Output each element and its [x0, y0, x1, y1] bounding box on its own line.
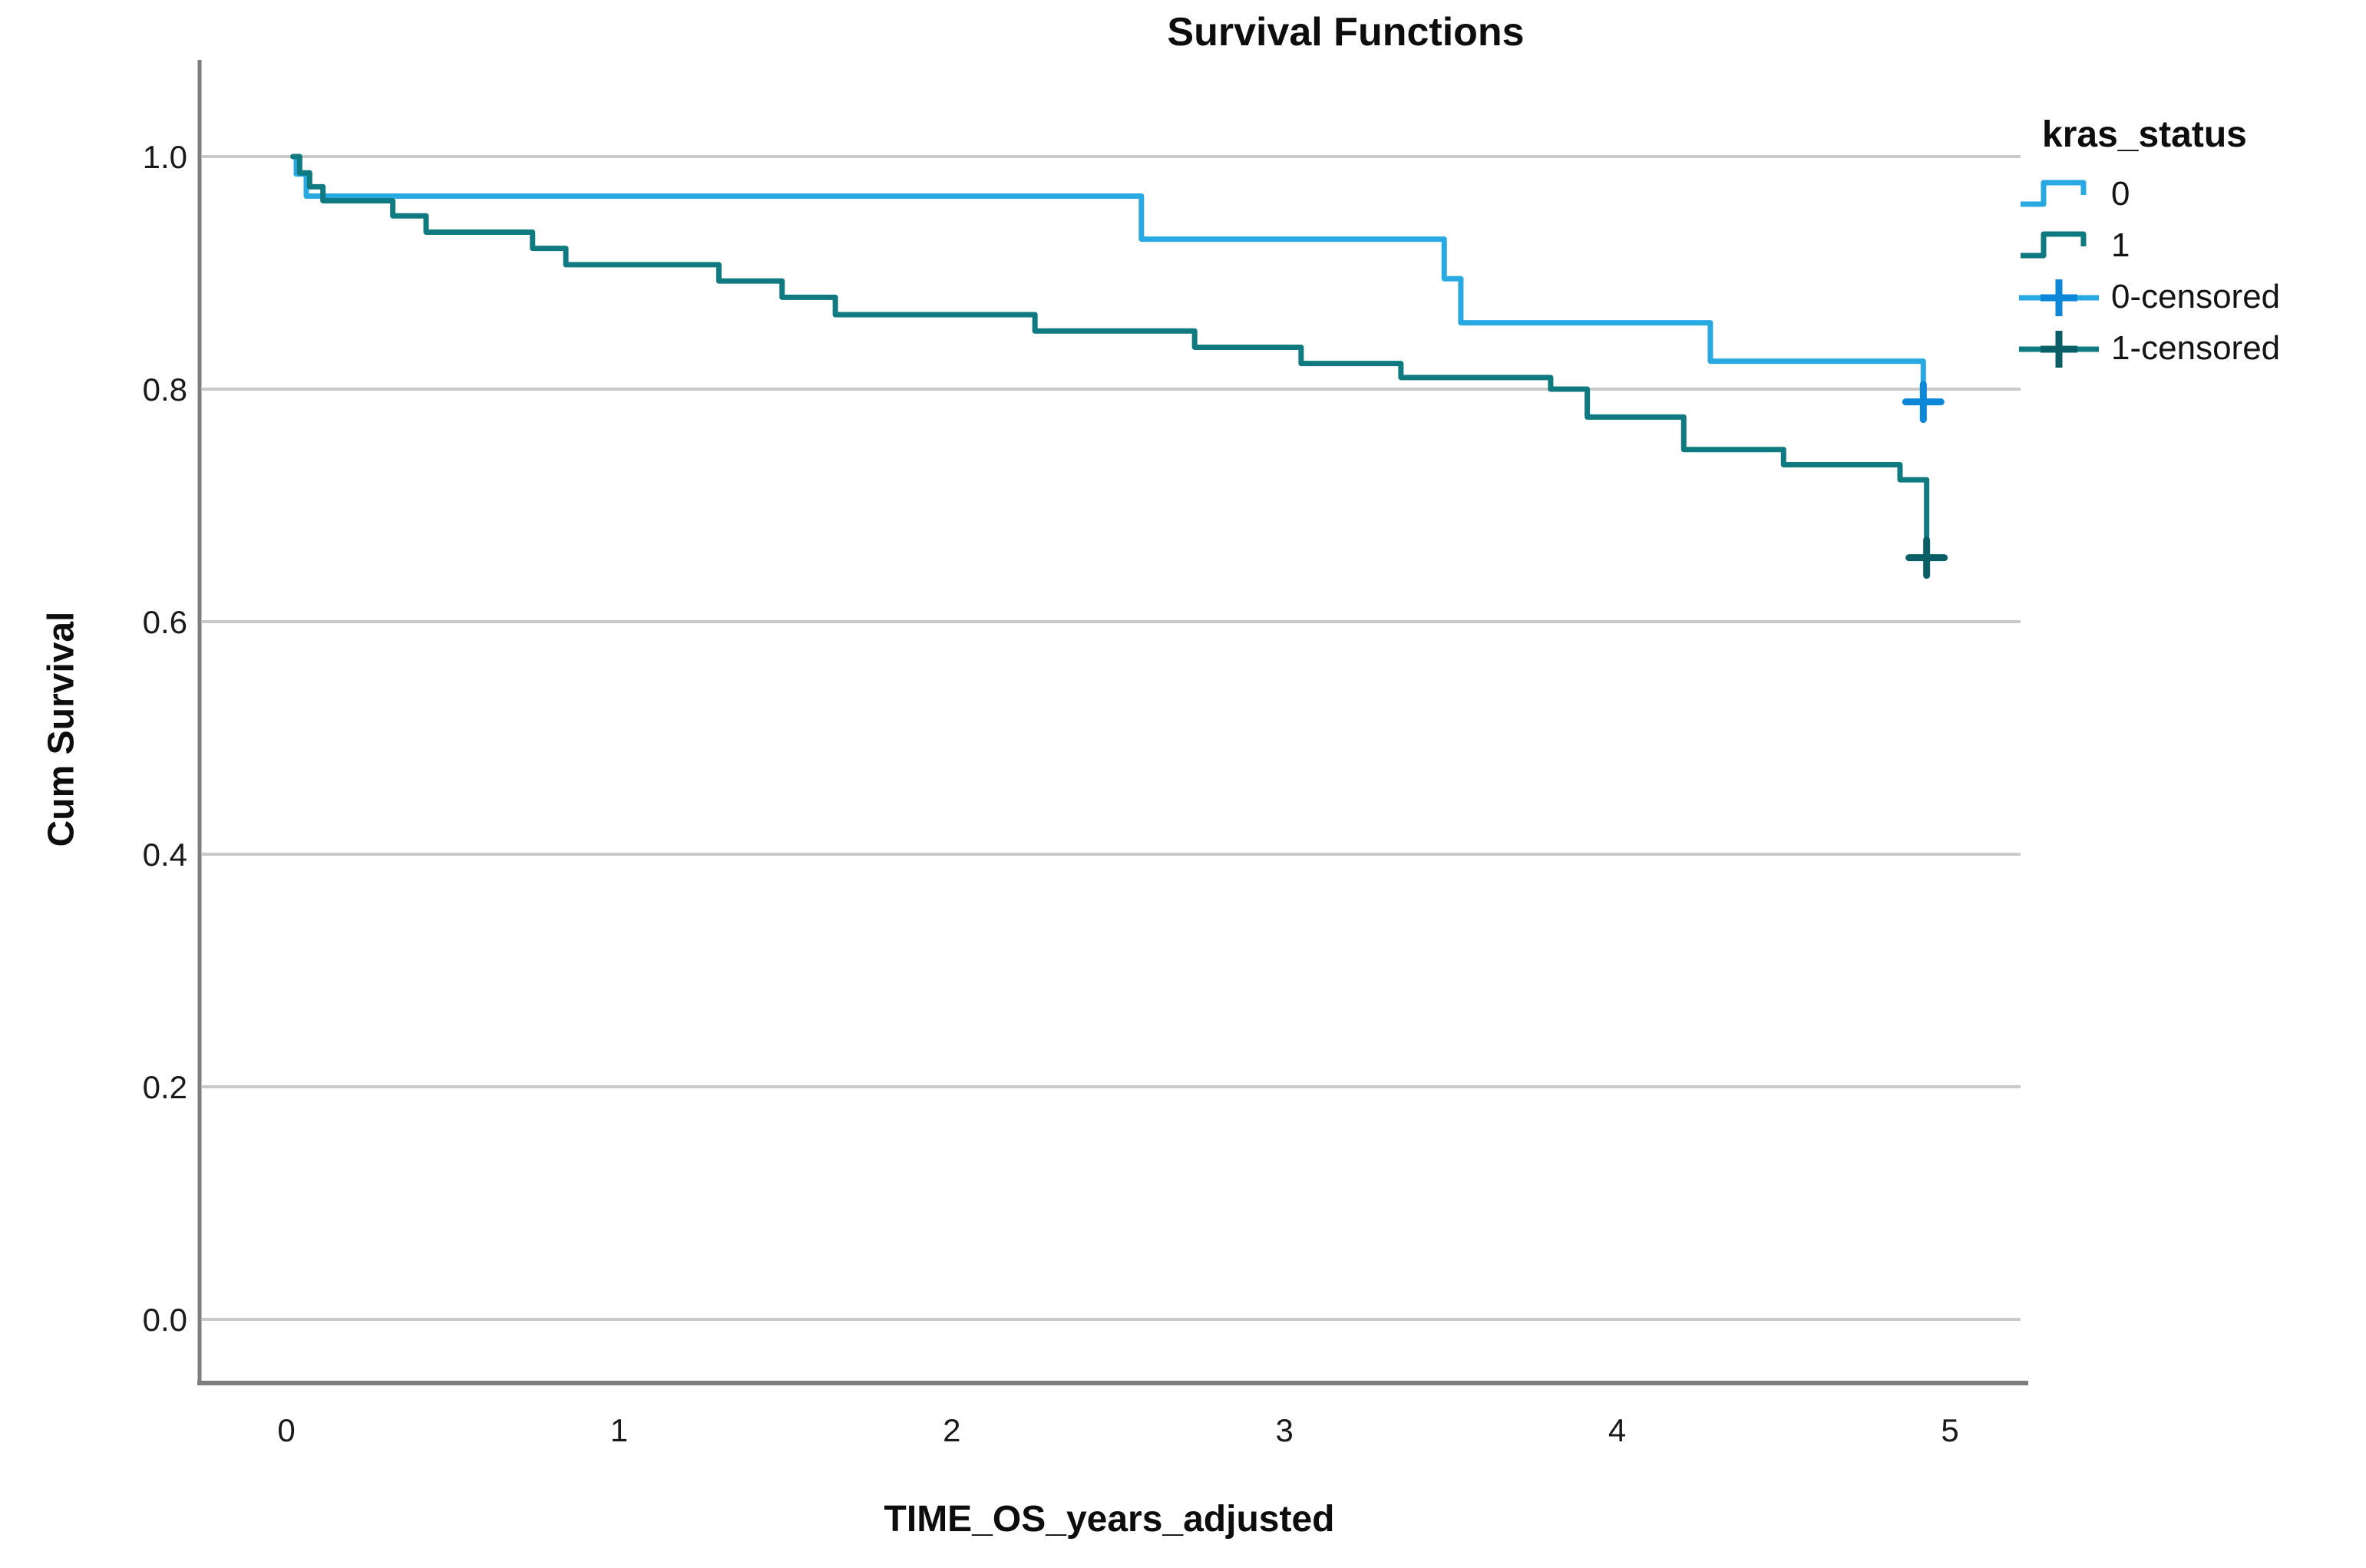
legend-item-group0-censored: 0-censored: [2017, 271, 2366, 322]
legend-item-group1-censored: 1-censored: [2017, 322, 2366, 374]
legend-title: kras_status: [2042, 114, 2247, 155]
legend-label-group0-censored: 0-censored: [2111, 277, 2281, 315]
legend-censor-plus-0: [2041, 279, 2077, 316]
survival-curve-1: [290, 153, 1930, 561]
legend-label-group0: 0: [2111, 174, 2130, 213]
legend-step-0: [2021, 180, 2087, 206]
y-tick-label: 0.0: [143, 1302, 187, 1338]
x-tick-label: 1: [610, 1412, 628, 1448]
chart-title: Survival Functions: [1167, 10, 1525, 54]
legend-step-1: [2021, 231, 2087, 258]
y-tick-label: 0.8: [143, 371, 187, 408]
legend-item-group1: 1: [2017, 220, 2366, 271]
step-line-swatch-icon: [2021, 231, 2087, 258]
y-axis-title: Cum Survival: [41, 611, 82, 847]
x-tick-label: 3: [1276, 1412, 1294, 1448]
survival-curve-0: [290, 153, 1926, 405]
y-tick-label: 0.6: [143, 604, 187, 640]
censored-plus-swatch-icon: [2019, 330, 2099, 368]
legend: kras_status 0 1 0-censored: [2017, 114, 2366, 374]
censored-plus-swatch-icon: [2019, 279, 2099, 316]
x-tick-label: 5: [1941, 1412, 1958, 1448]
y-tick-label: 0.2: [143, 1069, 187, 1105]
legend-censor-plus-1: [2041, 330, 2077, 368]
legend-item-group0: 0: [2017, 168, 2366, 220]
y-tick-label: 1.0: [143, 139, 187, 175]
x-axis-title: TIME_OS_years_adjusted: [884, 1499, 1335, 1540]
y-tick-label: 0.4: [143, 837, 187, 873]
legend-label-group1-censored: 1-censored: [2111, 328, 2281, 367]
x-tick-label: 0: [277, 1412, 295, 1448]
legend-label-group1: 1: [2111, 226, 2130, 264]
x-tick-label: 4: [1608, 1412, 1626, 1448]
step-line-swatch-icon: [2021, 180, 2087, 206]
x-tick-label: 2: [943, 1412, 960, 1448]
